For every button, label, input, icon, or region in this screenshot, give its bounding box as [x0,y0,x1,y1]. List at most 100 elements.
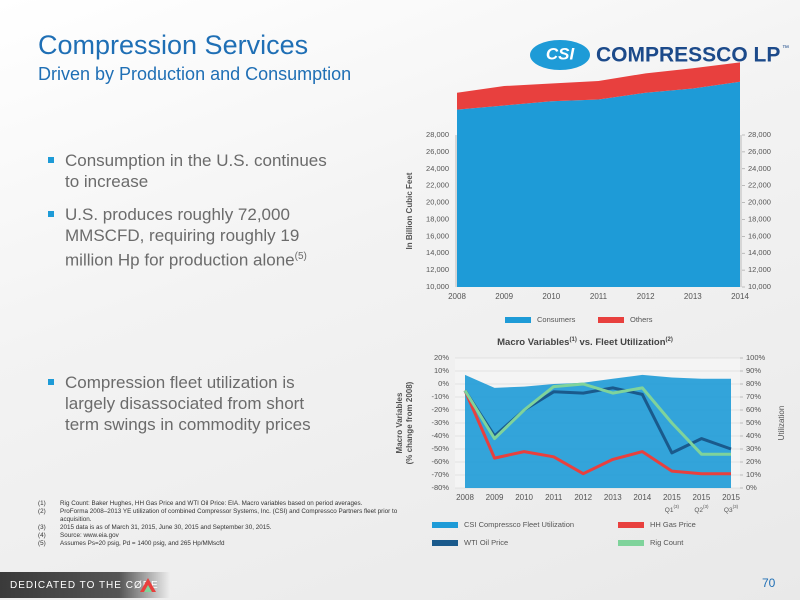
footer-icon [144,585,152,592]
footnote-text: 2015 data is as of March 31, 2015, June … [60,524,272,531]
bullet-text: Consumption in the U.S. continues to inc… [65,151,327,191]
y-tick-label: 10,000 [426,282,449,291]
x-sublabel-text: Q1 [665,507,674,514]
footnote-text: Assumes Ps=20 psig, Pd = 1400 psig, and … [60,540,225,547]
y2-tick-label: 100% [746,353,766,362]
x-tick-label: 2013 [604,493,622,502]
bullet-text: Compression fleet utilization is largely… [65,373,311,434]
y-tick-label: 20,000 [426,198,449,207]
y-tick-label: 22,000 [426,181,449,190]
y2-tick-label: 14,000 [748,248,771,257]
footnote: (3) 2015 data is as of March 31, 2015, Ju… [38,524,398,532]
bullet: U.S. produces roughly 72,000 MMSCFD, req… [48,204,330,271]
y-tick-label: 28,000 [426,130,449,139]
x-tick-label: 2008 [448,292,466,301]
y2-tick-label: 28,000 [748,130,771,139]
x-tick-label: 2014 [731,292,749,301]
area [457,62,740,110]
x-tick-label: 2010 [542,292,560,301]
y2-tick-label: 22,000 [748,181,771,190]
x-tick-label: 2015 [663,493,681,502]
slide-subtitle: Driven by Production and Consumption [38,64,352,84]
y-tick-label: 16,000 [426,231,449,240]
x-sublabel-note: (3) [673,504,679,509]
y2-tick-label: 80% [746,379,761,388]
footnote-text: Source: www.eia.gov [60,532,119,539]
y-tick-label: -50% [431,444,449,453]
y-tick-label: 0% [438,379,449,388]
line [463,382,731,456]
line [463,389,731,476]
y-axis-label: In Billion Cubic Feet [405,172,414,249]
x-sublabel-text: Q2 [694,507,703,514]
y2-tick-label: 24,000 [748,164,771,173]
y-tick-label: -10% [431,392,449,401]
y2-tick-label: 16,000 [748,231,771,240]
y-tick-label: 10% [434,366,449,375]
y2-axis-label: Utilization [777,406,786,441]
x-tick-label: 2010 [515,493,533,502]
area [457,81,740,287]
footnote: (2) ProForma 2008–2013 YE utilization of … [38,508,398,524]
legend-swatch [598,317,624,323]
x-tick-label: 2015 [693,493,711,502]
bullet: Compression fleet utilization is largely… [48,372,330,435]
x-tick-label: 2011 [545,493,563,502]
x-sublabel-text: Q3 [724,507,733,514]
legend-label: Others [630,315,653,324]
x-tick-label: 2012 [574,493,592,502]
x-sublabel: Q2(3) [694,504,709,514]
x-tick-label: 2008 [456,493,474,502]
x-tick-label: 2015 [722,493,740,502]
chart-title-text: vs. Fleet Utilization [577,337,666,348]
chart-title-note: (2) [666,337,673,343]
footnote-num: (1) [38,500,46,507]
slide-title: Compression Services [38,30,309,60]
y-tick-label: 14,000 [426,248,449,257]
logo-mark-text: CSI [546,44,576,63]
y2-tick-label: 20% [746,457,761,466]
legend-label: HH Gas Price [650,520,696,529]
footnote-num: (5) [38,540,46,547]
y-tick-label: 26,000 [426,147,449,156]
footnote: (5) Assumes Ps=20 psig, Pd = 1400 psig, a… [38,540,398,548]
y2-tick-label: 18,000 [748,214,771,223]
bullet-note: (5) [294,251,307,262]
y-tick-label: -60% [431,457,449,466]
footnote-text: ProForma 2008–2013 YE utilization of com… [60,508,398,523]
y2-tick-label: 50% [746,418,761,427]
x-tick-label: 2014 [633,493,651,502]
chart-title-note: (1) [569,337,576,343]
logo-name: COMPRESSCO LP [596,44,780,67]
y2-tick-label: 0% [746,483,757,492]
chart-title: Macro Variables(1) vs. Fleet Utilization… [497,337,673,348]
y-axis-label: Macro Variables [395,392,404,453]
legend-swatch [618,540,644,546]
legend-label: CSI Compressco Fleet Utilization [464,520,574,529]
x-tick-label: 2011 [590,292,608,301]
footnote-num: (2) [38,508,46,515]
y-tick-label: 24,000 [426,164,449,173]
x-tick-label: 2013 [684,292,702,301]
x-tick-label: 2009 [486,493,504,502]
y-tick-label: -80% [431,483,449,492]
logo-mark [530,40,590,70]
x-sublabel: Q1(3) [665,504,680,514]
legend-label: Rig Count [650,538,684,547]
legend-swatch [432,522,458,528]
chart-title-text: Macro Variables [497,337,569,348]
y2-tick-label: 10% [746,470,761,479]
bullet: Consumption in the U.S. continues to inc… [48,150,330,192]
y-tick-label: -70% [431,470,449,479]
x-tick-label: 2012 [637,292,655,301]
x-sublabel: Q3(3) [724,504,739,514]
x-tick-label: 2009 [495,292,513,301]
y2-tick-label: 40% [746,431,761,440]
footnote-num: (4) [38,532,46,539]
legend-swatch [618,522,644,528]
legend-swatch [432,540,458,546]
legend-label: WTI Oil Price [464,538,508,547]
y-axis-label: (% change from 2008) [405,381,414,464]
y2-tick-label: 10,000 [748,282,771,291]
y2-tick-label: 60% [746,405,761,414]
